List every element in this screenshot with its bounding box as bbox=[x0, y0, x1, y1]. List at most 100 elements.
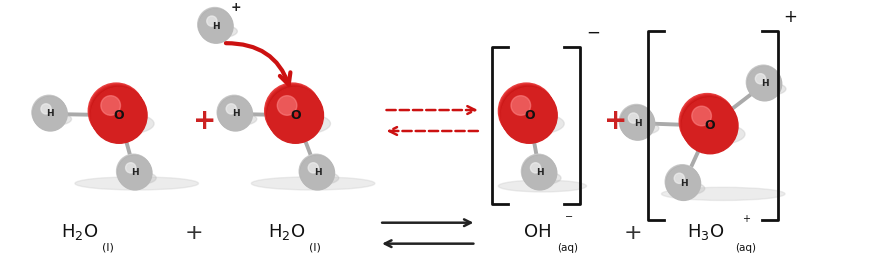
Ellipse shape bbox=[199, 9, 233, 43]
Ellipse shape bbox=[268, 88, 322, 141]
Ellipse shape bbox=[301, 156, 333, 189]
Ellipse shape bbox=[75, 177, 198, 190]
Ellipse shape bbox=[682, 98, 738, 154]
Ellipse shape bbox=[503, 113, 564, 134]
Text: +: + bbox=[783, 8, 797, 26]
Ellipse shape bbox=[125, 163, 136, 173]
Ellipse shape bbox=[667, 166, 700, 200]
Ellipse shape bbox=[684, 123, 745, 145]
Ellipse shape bbox=[91, 87, 147, 143]
Ellipse shape bbox=[218, 96, 251, 130]
Ellipse shape bbox=[266, 85, 321, 140]
Ellipse shape bbox=[90, 85, 145, 140]
Ellipse shape bbox=[41, 104, 51, 114]
Ellipse shape bbox=[681, 96, 736, 151]
Ellipse shape bbox=[277, 96, 297, 115]
Ellipse shape bbox=[522, 155, 556, 189]
Ellipse shape bbox=[502, 88, 556, 141]
Ellipse shape bbox=[34, 97, 66, 130]
Ellipse shape bbox=[498, 180, 587, 192]
Ellipse shape bbox=[200, 25, 237, 38]
Ellipse shape bbox=[101, 96, 121, 115]
Text: H: H bbox=[47, 110, 54, 118]
Ellipse shape bbox=[662, 187, 785, 200]
Text: +: + bbox=[193, 107, 216, 134]
Text: H: H bbox=[131, 168, 138, 177]
Ellipse shape bbox=[621, 106, 654, 139]
Ellipse shape bbox=[499, 84, 555, 140]
Text: OH: OH bbox=[524, 223, 552, 241]
Text: H$_2$O: H$_2$O bbox=[268, 222, 305, 242]
Ellipse shape bbox=[118, 156, 151, 189]
Ellipse shape bbox=[501, 87, 557, 143]
Text: −: − bbox=[586, 24, 600, 42]
Ellipse shape bbox=[511, 96, 531, 115]
Ellipse shape bbox=[265, 84, 321, 140]
Text: O: O bbox=[114, 109, 124, 122]
Text: H: H bbox=[761, 79, 768, 88]
Ellipse shape bbox=[674, 173, 684, 183]
Ellipse shape bbox=[219, 97, 252, 131]
Ellipse shape bbox=[628, 113, 639, 123]
Ellipse shape bbox=[524, 171, 561, 184]
Ellipse shape bbox=[34, 97, 67, 131]
Ellipse shape bbox=[92, 88, 146, 141]
Ellipse shape bbox=[747, 66, 781, 100]
Ellipse shape bbox=[748, 67, 781, 100]
Ellipse shape bbox=[32, 95, 66, 129]
Ellipse shape bbox=[755, 74, 766, 84]
Ellipse shape bbox=[620, 105, 654, 139]
Ellipse shape bbox=[620, 106, 654, 139]
Ellipse shape bbox=[33, 96, 66, 130]
Text: +: + bbox=[230, 1, 241, 14]
Text: H$_2$O: H$_2$O bbox=[61, 222, 98, 242]
Ellipse shape bbox=[691, 106, 712, 126]
Ellipse shape bbox=[521, 154, 556, 188]
Ellipse shape bbox=[117, 155, 151, 188]
Ellipse shape bbox=[666, 166, 699, 199]
Ellipse shape bbox=[199, 9, 232, 42]
Text: $^+$: $^+$ bbox=[740, 214, 751, 228]
Text: O: O bbox=[705, 119, 715, 132]
Ellipse shape bbox=[219, 97, 251, 130]
Ellipse shape bbox=[302, 171, 339, 184]
Ellipse shape bbox=[498, 83, 555, 139]
Ellipse shape bbox=[269, 113, 331, 134]
Ellipse shape bbox=[118, 156, 152, 190]
Ellipse shape bbox=[34, 112, 71, 125]
Text: H$_3$O: H$_3$O bbox=[687, 222, 724, 242]
Ellipse shape bbox=[220, 112, 257, 125]
Text: $^-$: $^-$ bbox=[562, 214, 572, 228]
Ellipse shape bbox=[679, 94, 736, 150]
Ellipse shape bbox=[746, 65, 781, 99]
Ellipse shape bbox=[251, 177, 375, 190]
Ellipse shape bbox=[522, 155, 556, 188]
Ellipse shape bbox=[300, 155, 333, 189]
Text: O: O bbox=[524, 109, 534, 122]
Ellipse shape bbox=[88, 83, 145, 139]
Text: H: H bbox=[634, 119, 641, 128]
Ellipse shape bbox=[300, 155, 333, 188]
Ellipse shape bbox=[501, 86, 556, 141]
Ellipse shape bbox=[683, 98, 736, 152]
Ellipse shape bbox=[198, 9, 232, 42]
Text: +: + bbox=[604, 107, 627, 134]
Ellipse shape bbox=[198, 8, 232, 41]
Ellipse shape bbox=[523, 156, 556, 189]
Text: O: O bbox=[290, 109, 301, 122]
Ellipse shape bbox=[93, 113, 154, 134]
Ellipse shape bbox=[116, 154, 151, 188]
Text: H: H bbox=[213, 22, 220, 31]
Ellipse shape bbox=[665, 165, 699, 199]
Ellipse shape bbox=[267, 87, 324, 143]
Ellipse shape bbox=[33, 96, 66, 129]
Ellipse shape bbox=[680, 95, 736, 150]
Ellipse shape bbox=[265, 83, 321, 139]
Text: H: H bbox=[232, 110, 239, 118]
Ellipse shape bbox=[198, 8, 232, 42]
Ellipse shape bbox=[748, 67, 781, 101]
Ellipse shape bbox=[667, 167, 699, 199]
Ellipse shape bbox=[668, 182, 705, 195]
Text: H: H bbox=[680, 179, 687, 188]
Ellipse shape bbox=[682, 97, 736, 151]
